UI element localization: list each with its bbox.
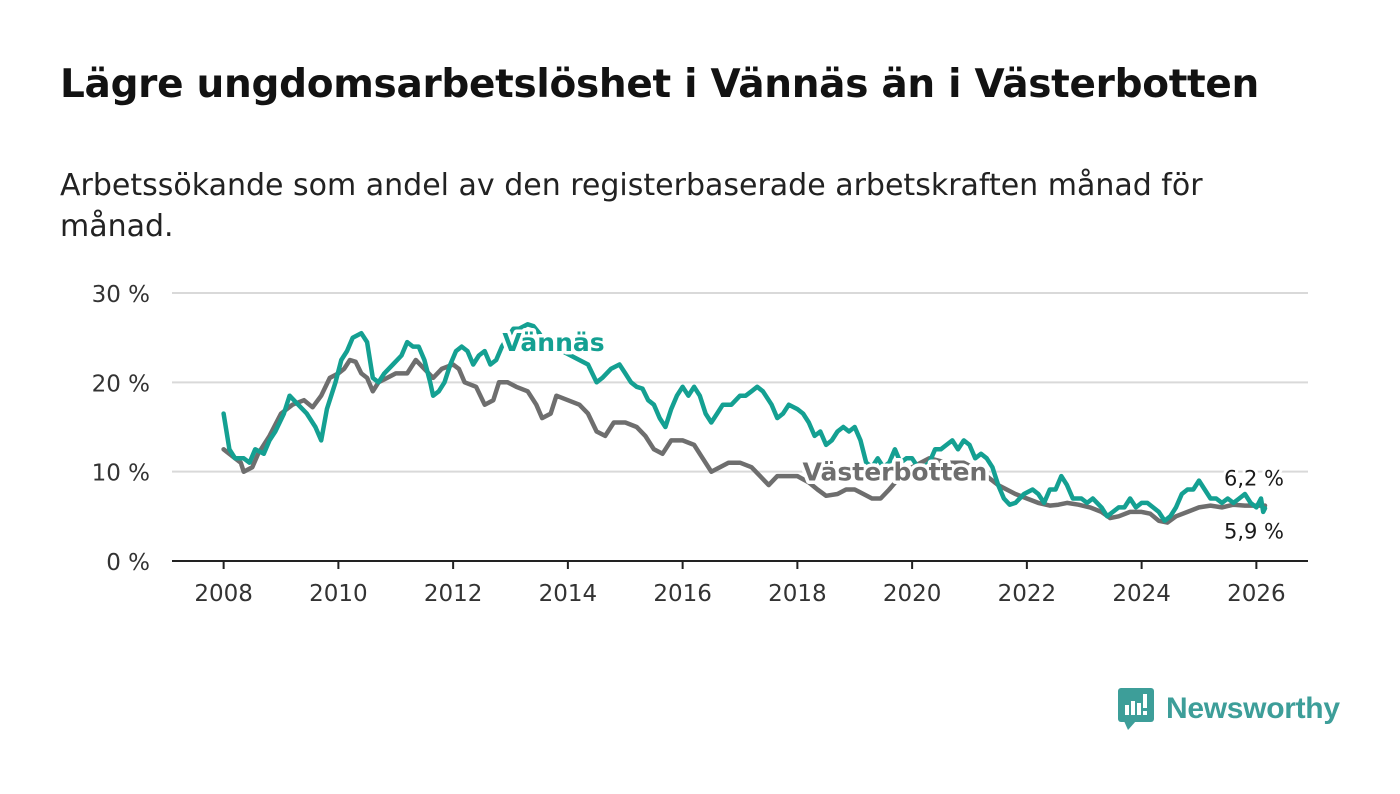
series-label-v-sterbotten: Västerbotten: [803, 458, 988, 487]
x-tick-label: 2016: [653, 581, 712, 607]
x-tick-label: 2024: [1112, 581, 1171, 607]
brand-name: Newsworthy: [1166, 692, 1340, 725]
x-tick-label: 2020: [883, 581, 942, 607]
end-value-label-v-sterbotten: 6,2 %: [1224, 467, 1284, 491]
y-tick-label: 10 %: [92, 461, 150, 487]
newsworthy-logo-icon: [1118, 688, 1154, 730]
end-value-label-v-nn-s: 5,9 %: [1224, 519, 1284, 543]
series-line-v-sterbotten: [221, 357, 1268, 525]
x-tick-label: 2012: [424, 581, 483, 607]
chart-subtitle: Arbetssökande som andel av den registerb…: [60, 168, 1203, 244]
y-tick-label: 30 %: [92, 282, 150, 308]
series-line-v-nn-s: [221, 322, 1268, 524]
series-label-v-nn-s: Vännäs: [502, 328, 604, 357]
brand-logo: Newsworthy: [1118, 688, 1340, 730]
x-tick-label: 2018: [768, 581, 827, 607]
x-tick-label: 2026: [1227, 581, 1286, 607]
y-tick-label: 0 %: [106, 550, 150, 576]
x-tick-label: 2008: [194, 581, 253, 607]
x-tick-label: 2022: [998, 581, 1057, 607]
y-tick-label: 20 %: [92, 371, 150, 397]
chart-title: Lägre ungdomsarbetslöshet i Vännäs än i …: [60, 62, 1260, 107]
x-tick-label: 2014: [539, 581, 598, 607]
x-tick-label: 2010: [309, 581, 368, 607]
